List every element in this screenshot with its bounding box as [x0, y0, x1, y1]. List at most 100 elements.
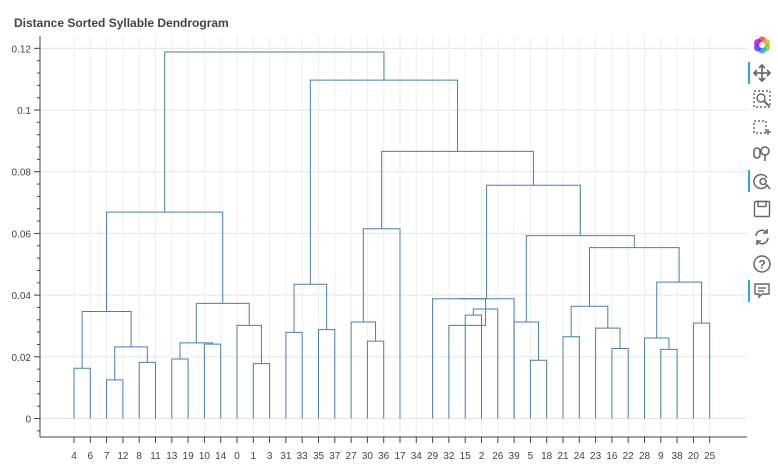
dendrogram-link: [459, 298, 515, 419]
dendrogram-link: [644, 337, 670, 419]
x-tick-label: 29: [427, 451, 439, 462]
x-tick-label: 13: [166, 451, 178, 462]
help-icon[interactable]: ?: [748, 251, 776, 277]
dendrogram-link: [562, 336, 580, 419]
x-tick-label: 15: [460, 451, 472, 462]
dendrogram-link: [203, 343, 222, 419]
dendrogram-link: [366, 340, 385, 419]
x-tick-label: 25: [704, 451, 716, 462]
x-tick-label: 34: [411, 451, 423, 462]
pan-active-indicator: [748, 62, 750, 84]
dendrogram-link: [464, 314, 482, 419]
save-icon[interactable]: [748, 196, 776, 222]
dendrogram-link: [350, 321, 377, 419]
dendrogram-link: [73, 367, 91, 419]
x-tick-label: 27: [346, 451, 358, 462]
x-tick-label: 36: [378, 451, 390, 462]
x-tick-label: 17: [394, 451, 406, 462]
dendrogram-link: [236, 324, 262, 419]
dendrogram-link: [525, 235, 635, 322]
reset-icon[interactable]: [748, 224, 776, 250]
dendrogram-link: [318, 329, 336, 419]
x-tick-label: 38: [672, 451, 684, 462]
dendrogram-link: [171, 358, 189, 419]
dendrogram-link: [660, 348, 678, 419]
dendrogram-link: [448, 308, 487, 419]
hover-icon[interactable]: [748, 278, 776, 304]
dendrogram-link: [381, 150, 534, 229]
x-tick-label: 1: [251, 451, 257, 462]
y-tick-label: 0.12: [12, 44, 32, 55]
box-select-icon[interactable]: [748, 114, 776, 140]
x-tick-label: 26: [492, 451, 504, 462]
x-tick-label: 35: [313, 451, 325, 462]
x-tick-label: 10: [199, 451, 211, 462]
dendrogram-link: [432, 298, 487, 419]
x-tick-label: 19: [183, 451, 195, 462]
pan-icon[interactable]: [748, 60, 776, 86]
x-tick-label: 9: [658, 451, 664, 462]
x-tick-label: 23: [590, 451, 602, 462]
dendrogram-link: [486, 184, 581, 299]
dendrogram-link: [595, 327, 621, 419]
y-tick-label: 0: [25, 414, 31, 425]
dendrogram-links: [73, 51, 711, 419]
dendrogram-link: [570, 305, 609, 337]
x-tick-label: 16: [606, 451, 618, 462]
x-tick-label: 39: [509, 451, 521, 462]
grid: [40, 36, 747, 437]
tap-active-indicator: [748, 170, 750, 192]
tap-icon[interactable]: [748, 168, 776, 194]
x-tick-label: 30: [362, 451, 374, 462]
x-tick-label: 24: [574, 451, 586, 462]
x-tick-label: 3: [267, 451, 273, 462]
x-tick-label: 32: [443, 451, 455, 462]
tick-labels: 00.020.040.060.080.10.124 6 7 12 8 11 13 19 10 14…: [12, 44, 716, 462]
x-tick-label: 20: [688, 451, 700, 462]
x-tick-label: 31: [280, 451, 292, 462]
dendrogram-link: [513, 321, 540, 419]
dendrogram-plot[interactable]: 00.020.040.060.080.10.124 6 7 12 8 11 13 19 10 14…: [0, 0, 748, 469]
dendrogram-link: [362, 228, 401, 419]
chart-title: Distance Sorted Syllable Dendrogram: [14, 16, 229, 30]
y-tick-label: 0.08: [12, 168, 32, 179]
dendrogram-link: [656, 281, 703, 338]
x-tick-label: 28: [639, 451, 651, 462]
dendrogram-link: [114, 346, 148, 380]
dendrogram-link: [588, 247, 680, 307]
x-tick-label: 21: [557, 451, 569, 462]
x-tick-label: 22: [623, 451, 635, 462]
dendrogram-link: [106, 211, 224, 312]
y-tick-label: 0.02: [12, 353, 32, 364]
x-tick-label: 12: [117, 451, 129, 462]
x-tick-label: 8: [136, 451, 142, 462]
axes: [34, 36, 747, 443]
x-tick-label: 5: [528, 451, 534, 462]
hover-active-indicator: [748, 280, 750, 302]
x-tick-label: 0: [234, 451, 240, 462]
x-tick-label: 6: [88, 451, 94, 462]
dendrogram-link: [692, 322, 711, 419]
x-tick-label: 7: [104, 451, 110, 462]
dendrogram-link: [611, 347, 629, 419]
x-tick-label: 2: [479, 451, 485, 462]
y-tick-label: 0.06: [12, 229, 32, 240]
x-tick-label: 4: [71, 451, 77, 462]
x-tick-label: 33: [297, 451, 309, 462]
x-tick-label: 11: [150, 451, 161, 462]
wheel-zoom-icon[interactable]: [748, 140, 776, 166]
dendrogram-link: [285, 331, 303, 419]
dendrogram-link: [138, 361, 156, 419]
bokeh-logo-icon[interactable]: [748, 32, 776, 58]
dendrogram-link: [164, 51, 385, 213]
svg-text:?: ?: [758, 258, 765, 272]
x-tick-label: 14: [215, 451, 227, 462]
x-tick-label: 18: [541, 451, 553, 462]
dendrogram-link: [529, 359, 548, 419]
dendrogram-link: [106, 379, 124, 419]
x-tick-label: 37: [329, 451, 341, 462]
box-zoom-icon[interactable]: [748, 86, 776, 112]
dendrogram-link: [293, 283, 328, 333]
dendrogram-link: [252, 363, 271, 419]
y-tick-label: 0.1: [17, 106, 31, 117]
